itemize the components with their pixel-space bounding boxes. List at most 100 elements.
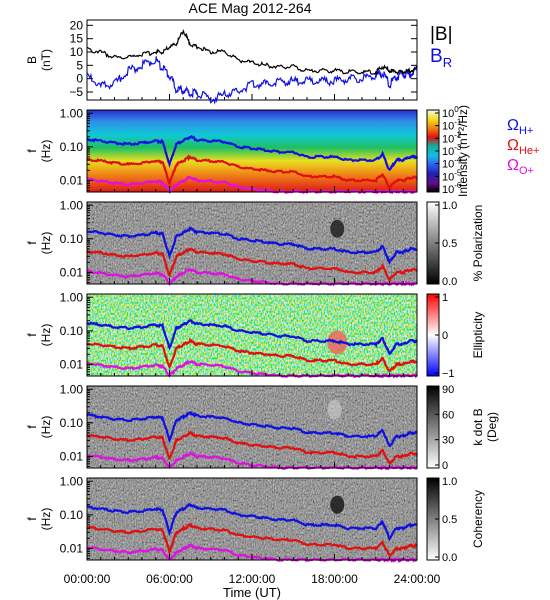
coherency-ytick-label: 0.01 <box>60 541 84 555</box>
intensity-colorbar-tick-exponent: -6 <box>454 181 462 190</box>
gyrofrequency-line-hplus <box>86 226 418 266</box>
coherency-panel: 1.00 0.10 0.01 f (Hz) 1.0 0.5 0.0 Coherency <box>25 474 485 564</box>
series-line-b-r <box>86 56 418 105</box>
k-dot-b-heatmap-texture <box>87 386 417 468</box>
intensity-colorbar-tick-exponent: -5 <box>454 168 462 177</box>
k-dot-b-colorbar-unit: (Deg) <box>485 412 499 442</box>
ellipticity-ylabel: f <box>25 333 39 337</box>
k-dot-b-colorbar-tick-label: 60 <box>442 409 454 421</box>
ellipticity-panel: 1.00 0.10 0.01 f (Hz) 1 0 −1 Ellipticity <box>25 290 485 380</box>
coherency-yunit: (Hz) <box>39 508 53 531</box>
legend-omega-hplus: ΩH+ <box>507 117 533 137</box>
legend-b-r: BR <box>430 46 452 70</box>
b-field-ylabel: B <box>25 56 39 64</box>
intensity-colorbar-tick-exponent: -4 <box>454 156 462 165</box>
x-tick-label: 12:00:00 <box>229 572 276 586</box>
polarization-colorbar-tick-label: 1.0 <box>442 200 457 212</box>
intensity-colorbar-label: Intensity (nT²/Hz) <box>456 105 470 197</box>
k-dot-b-colorbar <box>426 385 440 469</box>
b-field-ytick-label: 5 <box>76 58 83 72</box>
k-dot-b-patch <box>327 399 342 420</box>
ellipticity-colorbar-tick-label: 1 <box>442 292 448 304</box>
intensity-colorbar-tick-exponent: 0 <box>454 105 459 114</box>
k-dot-b-colorbar-tick-label: 0 <box>442 460 448 472</box>
coherency-colorbar-tick-label: 0.0 <box>442 552 457 564</box>
intensity-ytick-label: 0.10 <box>60 140 84 154</box>
x-tick-label: 18:00:00 <box>311 572 358 586</box>
b-field-ytick-label: −5 <box>69 85 83 99</box>
polarization-ylabel: f <box>25 241 39 245</box>
b-field-ytick-label: 20 <box>70 18 84 32</box>
ellipticity-yunit: (Hz) <box>39 324 53 347</box>
gyrofrequency-line-heplus <box>86 337 418 373</box>
b-field-frame <box>86 19 418 101</box>
polarization-patch <box>330 219 345 238</box>
k-dot-b-colorbar-tick-label: 90 <box>442 384 454 396</box>
gyrofrequency-line-hplus <box>86 134 418 171</box>
coherency-colorbar-tick-label: 1.0 <box>442 476 457 488</box>
coherency-ylabel: f <box>25 517 39 521</box>
legend-b-magnitude: |B| <box>430 24 453 45</box>
ellipticity-heatmap-texture <box>87 294 417 376</box>
coherency-ytick-label: 0.10 <box>60 508 84 522</box>
gyrofrequency-line-hplus <box>87 503 418 542</box>
legend-omega-sub: H+ <box>519 125 533 137</box>
k-dot-b-yunit: (Hz) <box>39 416 53 439</box>
ellipticity-ytick-label: 1.00 <box>60 290 84 304</box>
spectrogram-panels: 1.000.100.01f (Hz)10010-110-210-310-410-5… <box>25 105 539 564</box>
k-dot-b-ylabel: f <box>25 425 39 429</box>
legend-b-r-symbol: B <box>430 46 443 67</box>
x-axis-label: Time (UT) <box>223 585 281 600</box>
ellipticity-ytick-label: 0.01 <box>60 357 84 371</box>
x-tick-label: 24:00:00 <box>394 572 441 586</box>
k-dot-b-colorbar-tick-label: 30 <box>442 435 454 447</box>
gyrofrequency-line-heplus <box>86 154 418 191</box>
coherency-patch <box>330 495 345 514</box>
x-tick-label: 00:00:00 <box>64 572 111 586</box>
k-dot-b-panel: 1.00 0.10 0.01 f (Hz) 90 60 30 0 k dot B (Deg) <box>25 382 499 472</box>
gyrofrequency-line-hplus <box>86 410 418 448</box>
b-field-ytick-label: 10 <box>70 45 84 59</box>
legend-omega-sub: He+ <box>519 145 540 157</box>
polarization-colorbar-tick-label: 0.5 <box>442 238 457 250</box>
gyrofrequency-line-heplus <box>86 247 418 284</box>
intensity-yunit: (Hz) <box>39 140 53 163</box>
intensity-ytick-label: 0.01 <box>60 173 84 187</box>
x-tick-label: 06:00:00 <box>146 572 193 586</box>
legend-omega-heplus: ΩHe+ <box>507 137 539 157</box>
polarization-ytick-label: 0.01 <box>60 265 84 279</box>
coherency-heatmap-texture <box>87 478 417 560</box>
k-dot-b-ytick-label: 0.01 <box>60 449 84 463</box>
gyrofrequency-line-hplus <box>86 319 417 356</box>
x-axis-tick-labels: 00:00:00 06:00:00 12:00:00 18:00:00 24:00:00 <box>64 572 441 586</box>
series-line-b-magnitude <box>86 28 418 76</box>
legend-b-r-sub: R <box>443 55 452 70</box>
b-field-ytick-label: 0 <box>76 72 83 86</box>
coherency-colorbar-label: Coherency <box>471 490 485 548</box>
intensity-panel: 1.000.100.01f (Hz)10010-110-210-310-410-5… <box>25 105 539 197</box>
legend-omega-oplus: ΩO+ <box>507 157 534 177</box>
b-field-ytick-label: 15 <box>70 32 84 46</box>
polarization-panel: 1.00 0.10 0.01 f (Hz) 1.0 0.5 0.0 % Polarization <box>25 198 485 288</box>
gyrofrequency-line-heplus <box>87 430 418 465</box>
k-dot-b-ytick-label: 0.10 <box>60 416 84 430</box>
intensity-colorbar-tick-exponent: -3 <box>454 143 462 152</box>
ellipticity-ytick-label: 0.10 <box>60 324 84 338</box>
b-field-yunit: (nT) <box>39 49 53 71</box>
coherency-colorbar-tick-label: 0.5 <box>442 514 457 526</box>
intensity-colorbar-tick-exponent: -2 <box>454 130 462 139</box>
intensity-colorbar-tick-exponent: -1 <box>454 118 462 127</box>
intensity-heatmap-background <box>87 110 417 192</box>
polarization-colorbar-label: % Polarization <box>471 205 485 282</box>
intensity-ylabel: f <box>25 149 39 153</box>
polarization-heatmap-texture <box>87 202 417 284</box>
polarization-ytick-label: 1.00 <box>60 198 84 212</box>
figure-title: ACE Mag 2012-264 <box>189 0 312 16</box>
ellipticity-colorbar-label: Ellipticity <box>471 312 485 359</box>
legend-omega-sub: O+ <box>519 165 534 177</box>
k-dot-b-colorbar-label: k dot B <box>471 408 485 445</box>
coherency-ytick-label: 1.00 <box>60 474 84 488</box>
intensity-ytick-label: 1.00 <box>60 106 84 120</box>
